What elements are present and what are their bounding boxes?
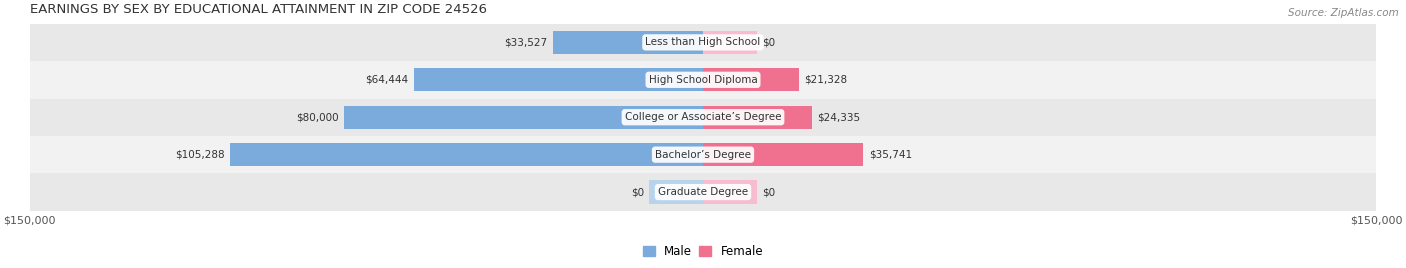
Text: College or Associate’s Degree: College or Associate’s Degree bbox=[624, 112, 782, 122]
Legend: Male, Female: Male, Female bbox=[641, 243, 765, 260]
Bar bbox=[30, 173, 1376, 211]
Text: EARNINGS BY SEX BY EDUCATIONAL ATTAINMENT IN ZIP CODE 24526: EARNINGS BY SEX BY EDUCATIONAL ATTAINMEN… bbox=[30, 3, 486, 16]
Bar bbox=[703, 31, 756, 54]
Bar bbox=[553, 31, 703, 54]
Bar bbox=[703, 68, 799, 91]
Text: $35,741: $35,741 bbox=[869, 150, 912, 160]
Text: $21,328: $21,328 bbox=[804, 75, 848, 85]
Text: High School Diploma: High School Diploma bbox=[648, 75, 758, 85]
Text: $33,527: $33,527 bbox=[503, 38, 547, 47]
Bar bbox=[413, 68, 703, 91]
Text: $24,335: $24,335 bbox=[818, 112, 860, 122]
Text: $105,288: $105,288 bbox=[176, 150, 225, 160]
Bar bbox=[30, 136, 1376, 173]
Text: $0: $0 bbox=[762, 187, 775, 197]
Text: Bachelor’s Degree: Bachelor’s Degree bbox=[655, 150, 751, 160]
Text: $80,000: $80,000 bbox=[295, 112, 339, 122]
Bar bbox=[703, 180, 756, 204]
Bar bbox=[30, 99, 1376, 136]
Text: Source: ZipAtlas.com: Source: ZipAtlas.com bbox=[1288, 8, 1399, 18]
Bar bbox=[30, 24, 1376, 61]
Text: Less than High School: Less than High School bbox=[645, 38, 761, 47]
Text: Graduate Degree: Graduate Degree bbox=[658, 187, 748, 197]
Bar bbox=[344, 106, 703, 129]
Bar bbox=[703, 143, 863, 166]
Text: $0: $0 bbox=[631, 187, 644, 197]
Bar bbox=[703, 106, 813, 129]
Text: $64,444: $64,444 bbox=[366, 75, 408, 85]
Bar bbox=[231, 143, 703, 166]
Bar bbox=[30, 61, 1376, 99]
Bar bbox=[650, 180, 703, 204]
Text: $0: $0 bbox=[762, 38, 775, 47]
